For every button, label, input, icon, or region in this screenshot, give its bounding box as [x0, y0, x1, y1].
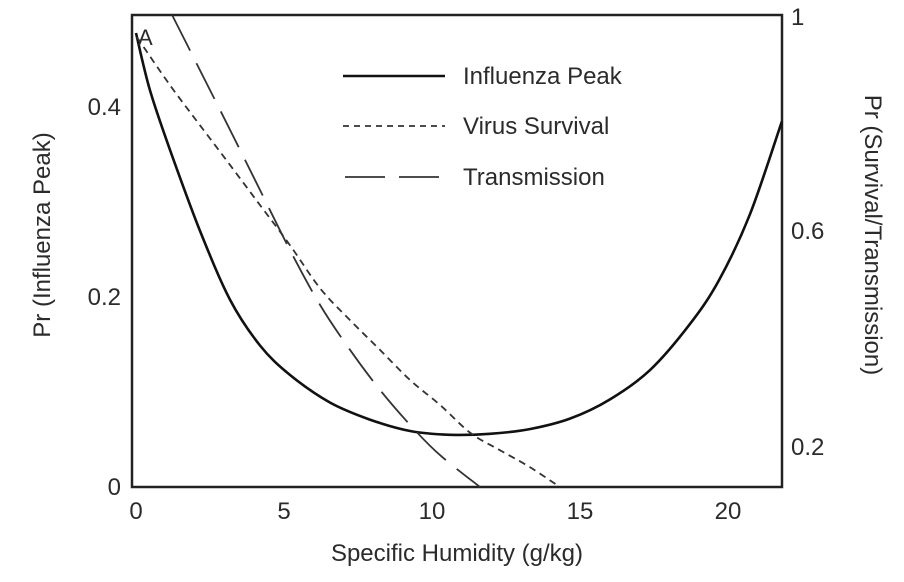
y-left-tick-label: 0.4: [88, 94, 121, 121]
y-left-tick-label: 0.2: [88, 284, 121, 311]
x-tick-label: 0: [129, 498, 142, 525]
panel-label: A: [138, 25, 153, 50]
legend-label-influenza-peak: Influenza Peak: [463, 63, 623, 90]
plot-frame: [130, 13, 784, 489]
x-tick-labels: 0 5 10 15 20: [129, 498, 741, 525]
y-left-tick-labels: 0 0.2 0.4: [88, 94, 121, 501]
legend: Influenza Peak Virus Survival Transmissi…: [343, 63, 623, 191]
x-tick-label: 5: [277, 498, 290, 525]
x-tick-label: 15: [567, 498, 594, 525]
y-right-axis-label: Pr (Survival/Transmission): [859, 95, 886, 376]
y-right-tick-label: 0.2: [791, 434, 824, 461]
y-right-tick-label: 0.6: [791, 218, 824, 245]
legend-label-virus-survival: Virus Survival: [463, 113, 609, 140]
x-tick-label: 10: [419, 498, 446, 525]
series-line-transmission: [171, 14, 481, 488]
y-right-tick-labels: 0.2 0.6 1: [791, 4, 824, 461]
series-layer: [134, 14, 784, 488]
y-left-tick-label: 0: [108, 474, 121, 501]
legend-label-transmission: Transmission: [463, 164, 605, 191]
x-axis-label: Specific Humidity (g/kg): [331, 540, 583, 567]
y-right-tick-label: 1: [791, 4, 804, 31]
x-tick-label: 20: [715, 498, 742, 525]
y-left-axis-label: Pr (Influenza Peak): [29, 132, 56, 337]
series-line-influenza-peak: [134, 32, 784, 437]
series-line-virus-survival: [136, 36, 561, 488]
